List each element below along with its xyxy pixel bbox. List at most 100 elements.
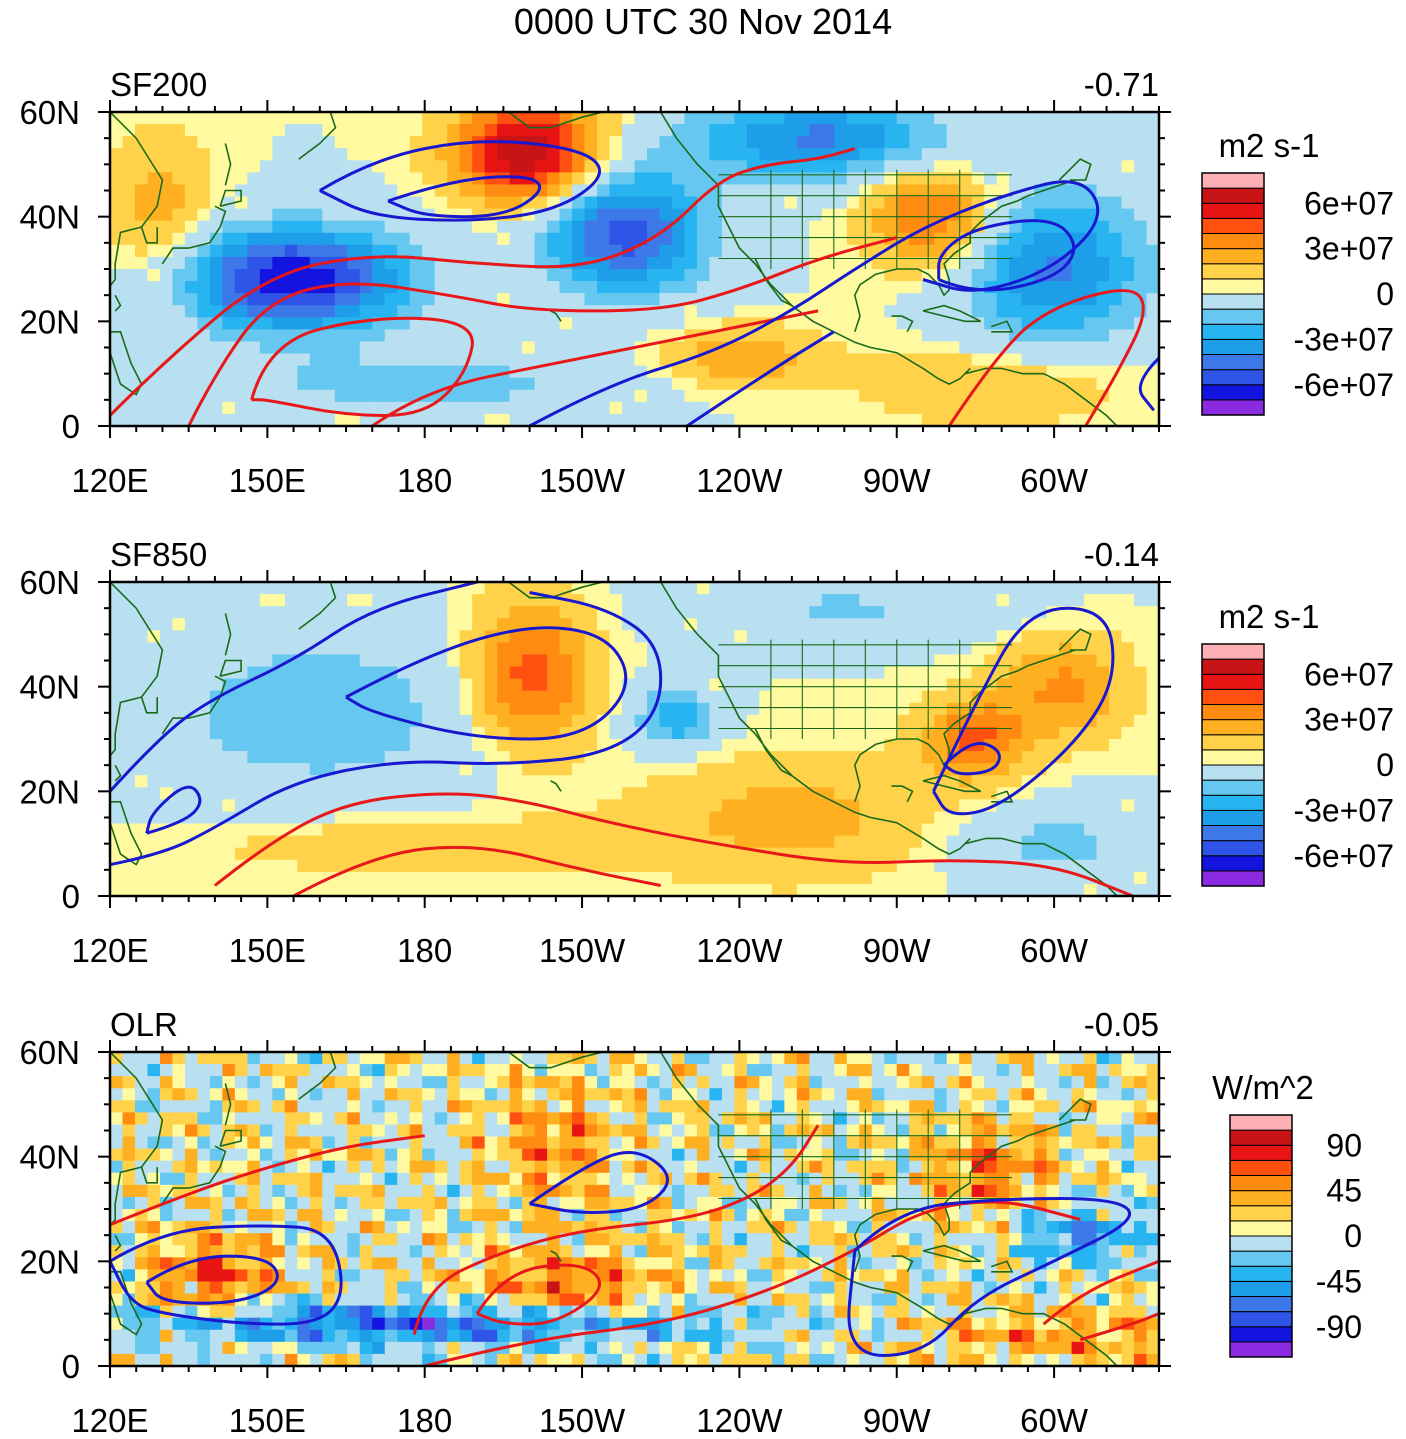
field-cell [584,136,598,149]
field-cell [484,582,498,595]
field-cell [147,714,161,728]
field-cell [734,883,748,896]
field-cell [1146,329,1159,343]
field-cell [534,654,548,668]
field-cell [821,763,835,776]
field-cell [1034,702,1048,716]
field-cell [234,582,248,595]
field-cell [309,1064,323,1077]
field-cell [509,353,523,367]
axis-ticks [98,570,1171,908]
field-cell [959,293,973,306]
field-cell [347,787,361,800]
field-cell [1046,835,1060,849]
field-cell [1134,172,1148,186]
colorbar-swatch [1201,202,1265,219]
field-cell [434,244,448,258]
field-cell [1146,208,1159,222]
field-cell [197,594,211,607]
field-cell [959,112,973,125]
field-cell [297,726,311,740]
field-cell [1084,1052,1098,1065]
field-cell [846,726,860,740]
field-cell [1146,751,1159,764]
field-cell [359,220,373,234]
field-cell [721,739,736,752]
field-cell [284,763,298,776]
field-cell [159,654,174,668]
field-cell [372,654,386,668]
field-cell [934,1052,948,1065]
field-cell [309,112,323,125]
field-cell [921,823,935,837]
field-cell [1096,714,1110,728]
field-cell [921,763,935,776]
field-cell [184,160,199,173]
field-cell [372,232,386,246]
field-cell [359,1076,373,1089]
field-cell [671,124,686,137]
field-cell [771,690,785,704]
field-cell [1071,678,1085,692]
field-cell [1034,293,1048,306]
field-cell [122,329,136,343]
field-cell [1021,317,1035,330]
field-cell [597,654,611,668]
field-cell [309,582,323,595]
field-cell [259,160,273,173]
field-cell [184,726,199,740]
field-cell [1096,172,1110,186]
field-cell [134,172,149,186]
field-cell [184,353,199,367]
field-cell [859,160,873,173]
field-cell [322,220,336,234]
field-cell [434,341,448,355]
field-cell [846,630,860,643]
field-cell [896,787,910,800]
field-cell [409,666,423,680]
field-cell [1096,136,1110,149]
field-cell [996,811,1010,825]
field-cell [759,714,773,728]
field-cell [959,787,973,800]
field-cell [871,763,885,776]
field-cell [334,775,348,788]
field-cell [409,256,423,270]
field-cell [472,184,486,198]
field-cell [622,1076,636,1089]
field-cell [909,353,923,367]
field-cell [771,594,785,607]
field-cell [284,606,298,619]
field-cell [709,1052,723,1065]
coastline [891,785,914,803]
field-cell [522,377,536,391]
field-cell [209,642,223,656]
field-cell [684,606,698,619]
field-cell [372,1076,386,1089]
field-cell [122,726,136,740]
field-cell [834,341,848,355]
field-cell [397,871,411,885]
field-cell [472,666,486,680]
field-cell [384,726,398,740]
field-cell [846,618,860,631]
field-cell [359,726,373,740]
field-cell [247,1064,261,1077]
field-cell [759,293,773,306]
field-cell [509,751,523,764]
field-cell [684,389,698,403]
field-cell [1059,630,1073,643]
field-cell [771,401,785,415]
field-cell [497,739,511,752]
field-cell [384,883,398,896]
field-cell [671,582,686,595]
field-cell [1034,823,1048,837]
field-cell [1121,220,1135,234]
field-cell [1034,124,1048,137]
field-cell [159,702,174,716]
field-cell [622,413,636,426]
field-cell [971,1064,985,1077]
field-cell [284,172,298,186]
field-cell [671,642,686,656]
field-cell [1021,413,1035,426]
